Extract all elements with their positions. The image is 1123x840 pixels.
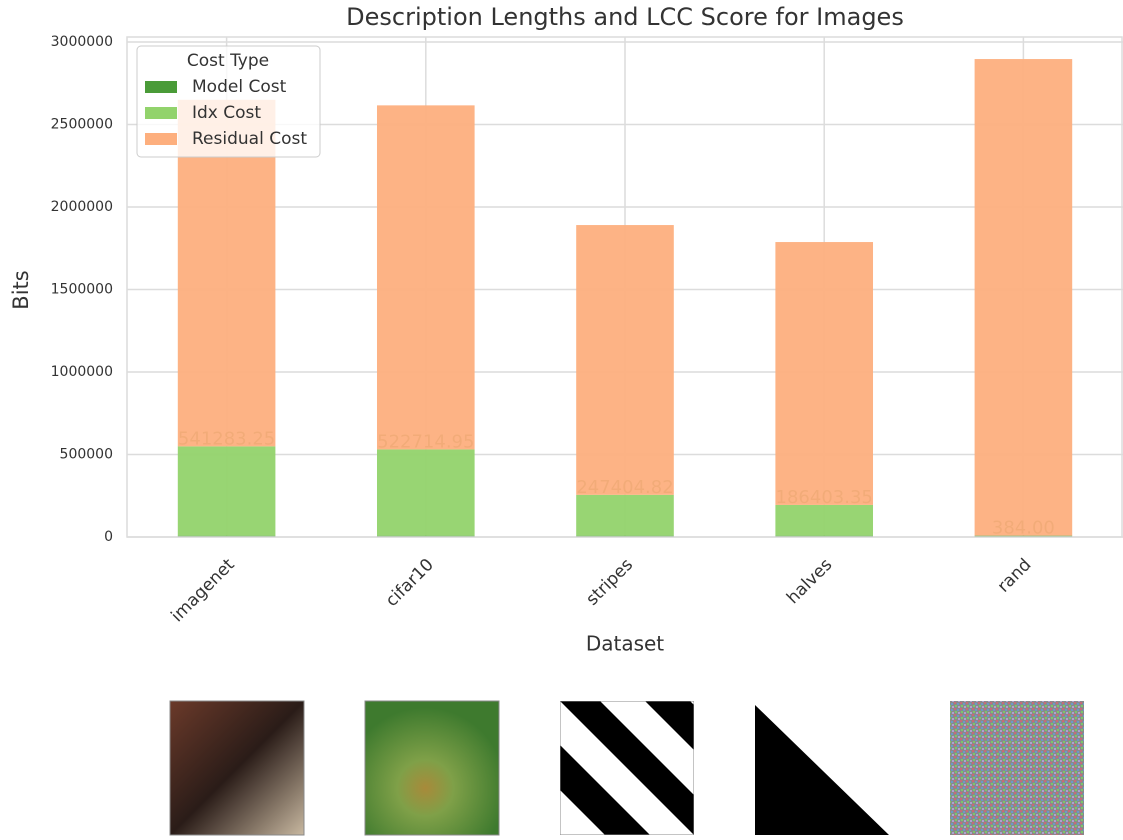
bar-segment [377,449,475,535]
y-tick-label: 2500000 [51,116,113,132]
x-tick-label: imagenet [167,555,239,627]
imagenet-image [170,701,304,835]
legend-label: Idx Cost [192,103,261,123]
x-tick-label: stripes [582,555,637,610]
y-tick-label: 2000000 [51,199,113,215]
bar-segment [576,225,674,495]
bar-segment [775,242,873,505]
legend-swatch [145,133,177,145]
legend-label: Residual Cost [192,129,307,149]
bar-segment [775,505,873,536]
y-axis-label: Bits [9,270,33,309]
legend-swatch [145,81,177,93]
x-axis-label: Dataset [586,632,664,656]
bar-segment [975,59,1073,536]
cifar10-image [365,701,499,835]
x-tick-label: cifar10 [382,555,438,611]
chart: Description Lengths and LCC Score for Im… [0,0,1123,836]
y-tick-label: 0 [104,529,113,545]
legend-title: Cost Type [187,51,269,71]
rand-image [950,701,1084,835]
x-tick-label: halves [783,555,836,608]
y-tick-label: 1500000 [51,281,113,297]
stripes-image [560,701,694,835]
plot-area: 0 500000 1000000 1500000 2000000 2500000 30000… [51,34,1123,626]
bar-segment [377,105,475,449]
legend-label: Model Cost [192,77,287,97]
chart-title: Description Lengths and LCC Score for Im… [346,3,904,31]
legend: Cost Type Model Cost Idx Cost Residual Cost [137,46,320,157]
y-tick-label: 500000 [60,446,113,462]
x-tick-label: rand [994,555,1036,597]
halves-image [755,705,889,835]
y-tick-label: 3000000 [51,34,113,50]
legend-swatch [145,107,177,119]
image-thumbnails [170,701,1084,835]
bar-segment [576,495,674,536]
bar-segment [178,446,276,535]
y-tick-label: 1000000 [51,364,113,380]
